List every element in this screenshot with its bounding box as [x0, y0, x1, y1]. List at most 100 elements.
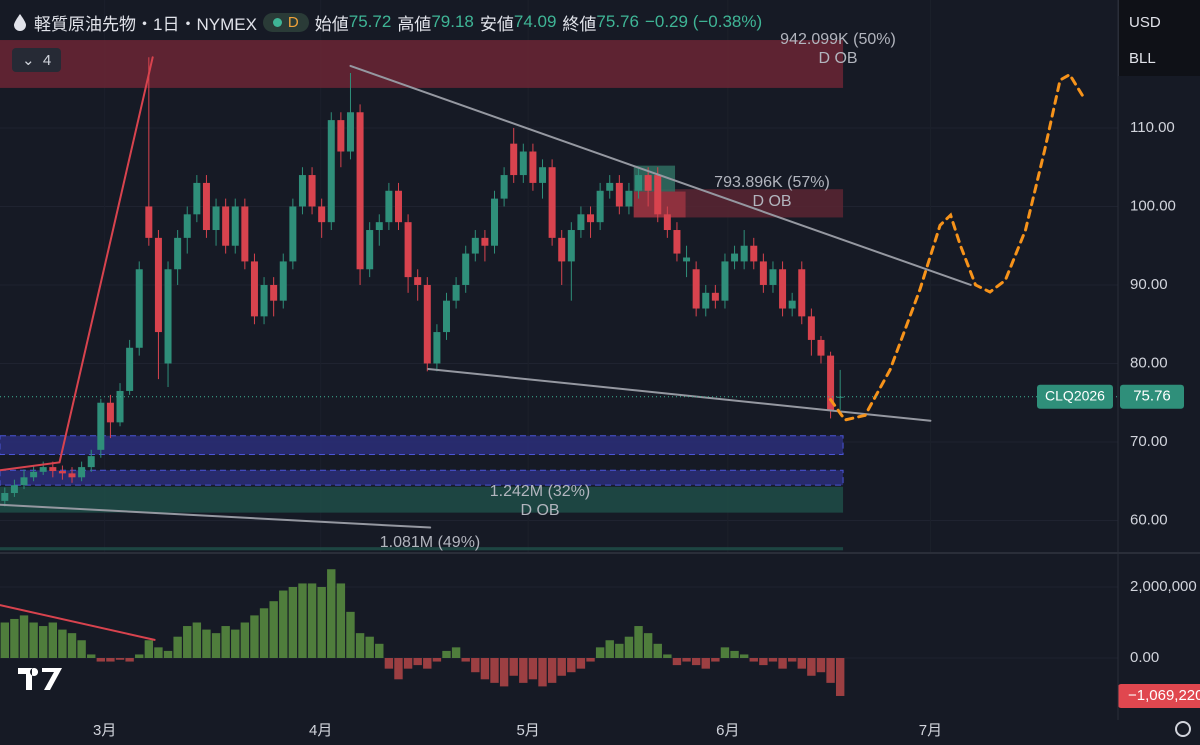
histogram-bar: [739, 654, 749, 659]
candle-body: [711, 292, 719, 301]
histogram-bar: [202, 629, 211, 659]
histogram-bar: [720, 647, 730, 659]
candle-body: [222, 206, 230, 246]
candle-body: [250, 261, 258, 317]
histogram-bar: [29, 622, 38, 659]
order-block-zone: [0, 486, 844, 513]
zone-label: 793.896K (57%): [714, 174, 830, 191]
change: −0.29 (−0.38%): [644, 12, 763, 31]
high-label: 高値: [397, 14, 432, 34]
candle-body: [567, 230, 575, 262]
histogram-bar: [96, 658, 106, 662]
candle-body: [692, 269, 700, 309]
histogram-bar: [298, 583, 307, 659]
histogram-bar: [58, 629, 67, 659]
histogram-bar: [835, 658, 845, 696]
value-badge: [1118, 683, 1200, 708]
indicator-count: 4: [42, 52, 52, 69]
zone-label: D OB: [818, 50, 857, 67]
histogram-bar: [643, 633, 653, 659]
histogram-bar: [240, 622, 250, 659]
y-tick-label: 70.00: [1130, 433, 1168, 450]
histogram-bar: [711, 658, 720, 662]
candle-body: [260, 284, 268, 317]
unit: BLL: [1129, 50, 1156, 67]
histogram-bar: [413, 658, 422, 666]
histogram-bar: [567, 658, 576, 673]
candle-body: [606, 182, 614, 191]
symbol-label: CLQ2026: [1045, 387, 1105, 403]
histogram-bar: [135, 654, 144, 659]
histogram-bar: [144, 640, 154, 659]
histogram-bar: [173, 636, 182, 659]
histogram-bar: [749, 658, 758, 662]
histogram-bar: [682, 658, 691, 662]
order-block-zone: [0, 435, 844, 456]
candle-body: [39, 467, 47, 472]
interval-badge[interactable]: D: [262, 12, 309, 32]
candle-body: [673, 230, 681, 254]
histogram-bar: [183, 626, 192, 659]
candle-body: [375, 222, 383, 231]
histogram-bar: [701, 658, 710, 669]
candle-body: [202, 182, 210, 231]
currency-box[interactable]: USD BLL: [1118, 0, 1200, 76]
x-tick-label: 5月: [516, 722, 539, 739]
symbol-icon: [14, 14, 26, 31]
histogram-bar: [192, 622, 202, 659]
candle-body: [759, 261, 767, 285]
x-tick-label: 7月: [919, 722, 942, 739]
histogram-bar: [691, 658, 701, 666]
candle-body: [78, 467, 86, 478]
histogram-bar: [125, 658, 134, 662]
candle-body: [270, 284, 278, 301]
symbol-title[interactable]: 軽質原油先物・1日・NYMEX: [34, 14, 257, 34]
histogram-bar: [759, 658, 768, 666]
histogram-bar: [672, 658, 682, 666]
candle-body: [433, 332, 441, 364]
histogram-bar: [250, 615, 259, 659]
candle-body: [452, 284, 460, 301]
candle-body: [135, 269, 143, 348]
indicator-toggle[interactable]: ⌄ 4: [12, 48, 62, 72]
histogram-bar: [154, 647, 163, 659]
interval: D: [287, 13, 299, 31]
candle-body: [154, 237, 162, 333]
histogram-bar: [77, 640, 86, 659]
candle-body: [644, 175, 652, 191]
trend-line: [0, 56, 154, 472]
candle-body: [587, 214, 595, 223]
candle-body: [193, 182, 201, 215]
price-pane: 942.099K (50%) D OB 793.896K (57%) D OB 1.24…: [0, 31, 1118, 552]
forecast-path: [829, 72, 1087, 422]
candle-body: [279, 261, 287, 301]
candle-body: [740, 245, 748, 262]
candle-body: [30, 471, 38, 478]
histogram-bar: [586, 658, 595, 662]
low-value: 74.09: [513, 12, 557, 31]
histogram-bar: [471, 658, 480, 673]
candle-body: [145, 206, 153, 238]
histogram-bar: [663, 654, 672, 659]
histogram-bar: [480, 658, 490, 680]
open-label: 始値: [314, 14, 349, 34]
candle-body: [731, 253, 739, 262]
histogram-bar: [605, 640, 614, 659]
indicator-pane: [0, 569, 1118, 696]
histogram-bar: [768, 658, 778, 662]
settings-icon: [1175, 721, 1191, 737]
zone-label: D OB: [520, 502, 559, 519]
zone-label: D OB: [752, 193, 791, 210]
histogram-bar: [317, 586, 326, 659]
candle-body: [548, 167, 556, 238]
candle-body: [750, 245, 758, 262]
candle-body: [231, 206, 239, 246]
histogram-bar: [442, 650, 451, 659]
candle-body: [318, 206, 326, 223]
y-tick-label: 2,000,000: [1130, 578, 1197, 595]
value-badge-label: −1,069,220: [1128, 687, 1200, 704]
histogram-bar: [816, 658, 826, 673]
histogram-bar: [288, 586, 298, 659]
